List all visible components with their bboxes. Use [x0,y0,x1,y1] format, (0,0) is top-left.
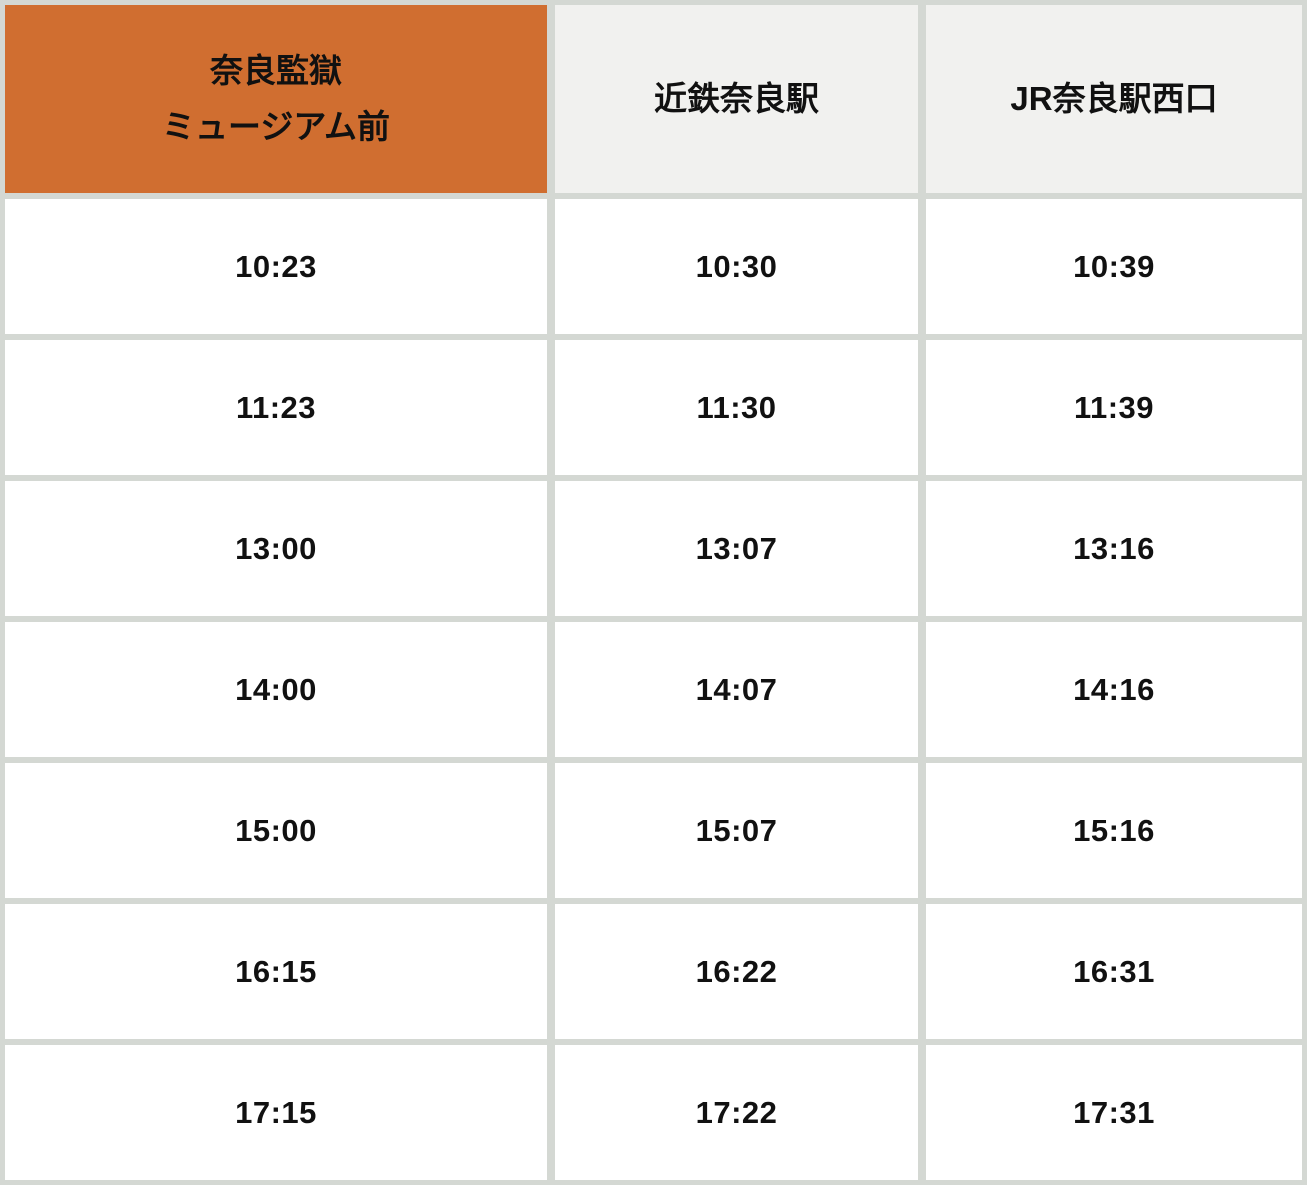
departure-time: 16:22 [555,904,918,1039]
column-header-jr-nara-station-west-exit: JR奈良駅西口 [926,5,1302,193]
departure-time: 10:30 [555,199,918,334]
departure-time: 16:31 [926,904,1302,1039]
departure-time: 17:31 [926,1045,1302,1180]
departure-time: 14:07 [555,622,918,757]
departure-time: 11:23 [5,340,547,475]
departure-time: 17:15 [5,1045,547,1180]
departure-time: 10:23 [5,199,547,334]
column-header-nara-prison-museum: 奈良監獄 ミュージアム前 [5,5,547,193]
departure-time: 15:07 [555,763,918,898]
departure-time: 14:00 [5,622,547,757]
departure-time: 13:07 [555,481,918,616]
departure-time: 15:00 [5,763,547,898]
departure-time: 17:22 [555,1045,918,1180]
departure-time: 11:39 [926,340,1302,475]
departure-time: 14:16 [926,622,1302,757]
departure-time: 13:16 [926,481,1302,616]
departure-time: 11:30 [555,340,918,475]
departure-time: 10:39 [926,199,1302,334]
departure-time: 13:00 [5,481,547,616]
departure-time: 15:16 [926,763,1302,898]
departure-time: 16:15 [5,904,547,1039]
column-header-kintetsu-nara-station: 近鉄奈良駅 [555,5,918,193]
